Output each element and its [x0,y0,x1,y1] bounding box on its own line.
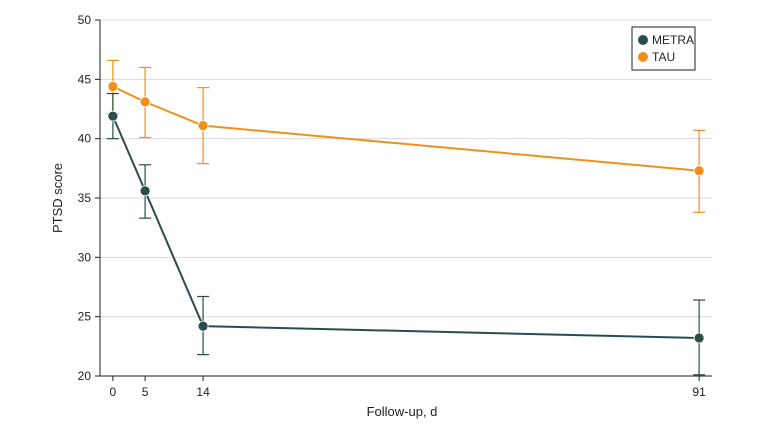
tau-series-line [112,85,700,172]
metra-series-line [111,115,700,340]
series-layer [106,59,706,376]
tau-legend-marker [638,52,648,62]
y-tick-label: 25 [78,310,92,324]
legend: METRA TAU [631,26,696,71]
y-tick-label: 40 [78,132,92,146]
y-axis-ticks: 20 25 30 35 40 45 50 [78,13,100,383]
metra-data-point [139,185,151,197]
metra-legend-label: METRA [652,33,694,47]
tau-data-point [107,81,119,92]
x-axis-title: Follow-up, d [367,404,438,419]
tau-data-point [139,96,151,108]
x-axis-ticks: 0 5 14 91 [110,376,706,399]
y-tick-label: 20 [78,369,92,383]
x-tick-label: 5 [142,385,149,399]
x-tick-label: 91 [692,385,706,399]
y-axis-title: PTSD score [50,163,65,233]
y-tick-label: 30 [78,250,92,264]
y-tick-label: 35 [78,191,92,205]
gridlines [100,19,712,318]
tau-data-point [197,120,209,132]
metra-data-point [197,320,209,332]
legend-box [631,26,696,71]
y-tick-label: 45 [78,72,92,86]
x-tick-label: 0 [110,385,117,399]
metra-legend-marker [638,35,648,45]
metra-data-point [693,332,705,344]
tau-legend-label: TAU [652,50,675,64]
y-tick-label: 50 [78,13,92,27]
metra-data-point [107,110,119,122]
tau-data-point [693,165,705,177]
x-tick-label: 14 [196,385,210,399]
